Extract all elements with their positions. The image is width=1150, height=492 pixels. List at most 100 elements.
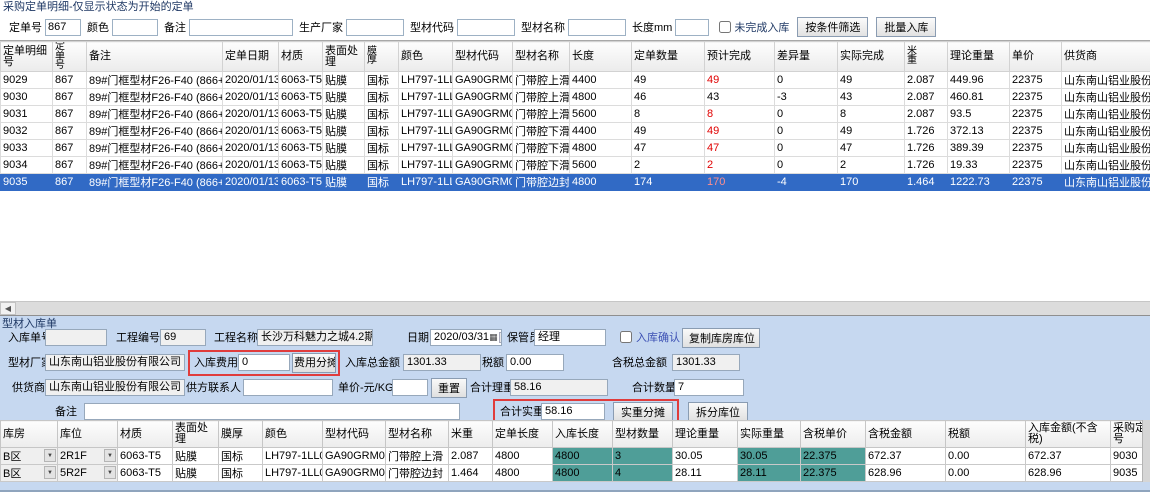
tax-total-field[interactable]: 1301.33 xyxy=(672,354,740,371)
cell: 山东南山铝业股份有限公司 xyxy=(1061,105,1150,123)
unfinished-inbound-checkbox[interactable] xyxy=(719,21,732,33)
date-value: 2020/03/31 xyxy=(434,331,490,343)
cell: 89#门框型材F26-F40 (866+867) xyxy=(86,122,223,140)
remark-field[interactable] xyxy=(84,403,460,420)
column-header[interactable]: 入库金额(不含税) xyxy=(1025,420,1111,448)
cell: GA90GRM03 xyxy=(452,88,513,106)
column-header[interactable]: 备注 xyxy=(86,41,223,72)
unit-price-field[interactable] xyxy=(392,379,428,396)
column-header[interactable]: 颜色 xyxy=(398,41,453,72)
column-header[interactable]: 税额 xyxy=(945,420,1026,448)
supplier-field[interactable]: 山东南山铝业股份有限公司 xyxy=(45,379,185,396)
column-header[interactable]: 定单明细号 xyxy=(0,41,53,72)
dropdown-arrow-icon[interactable]: ▼ xyxy=(44,466,56,479)
vertical-scrollbar[interactable] xyxy=(1142,420,1150,482)
total-amount-field[interactable]: 1301.33 xyxy=(403,354,481,371)
column-header[interactable]: 膜厚 xyxy=(218,420,263,448)
scroll-left-arrow-icon[interactable]: ◀ xyxy=(0,302,16,315)
column-header[interactable]: 材质 xyxy=(278,41,323,72)
column-header[interactable]: 单价 xyxy=(1009,41,1062,72)
column-header[interactable]: 库房 xyxy=(0,420,58,448)
inbound-no-field[interactable] xyxy=(45,329,107,346)
order-no-filter-input[interactable] xyxy=(45,18,81,36)
column-header[interactable]: 型材名称 xyxy=(385,420,449,448)
column-header[interactable]: 型材代码 xyxy=(322,420,386,448)
column-header[interactable]: 供货商 xyxy=(1061,41,1150,72)
column-header[interactable]: 型材名称 xyxy=(512,41,570,72)
keeper-field[interactable]: 经理 xyxy=(534,329,606,346)
horizontal-scrollbar[interactable]: ◀ xyxy=(0,301,1150,315)
column-header[interactable]: 理论重量 xyxy=(947,41,1010,72)
cell: 2.087 xyxy=(904,105,948,123)
cell: 460.81 xyxy=(947,88,1010,106)
project-name-field[interactable]: 长沙万科魅力之城4.2期 xyxy=(257,329,373,346)
cell: 89#门框型材F26-F40 (866+867) xyxy=(86,139,223,157)
dropdown-arrow-icon[interactable]: ▼ xyxy=(104,449,116,462)
column-header[interactable]: 颜色 xyxy=(262,420,323,448)
column-header[interactable]: 含税金额 xyxy=(865,420,946,448)
chevron-down-icon[interactable]: ▼ xyxy=(498,332,501,343)
cell: 672.37 xyxy=(1025,447,1111,465)
theory-total-field[interactable]: 58.16 xyxy=(510,379,608,396)
table-row[interactable]: B区 ▼ 5R2F ▼ 6063-T5 贴膜 国标 LH797-1LL0 GA90GRM05 门带… xyxy=(0,464,1150,482)
column-header[interactable]: 表面处理 xyxy=(322,41,365,72)
copy-warehouse-button[interactable]: 复制库房库位 xyxy=(682,328,760,348)
column-header[interactable]: 实际完成 xyxy=(837,41,905,72)
split-location-button[interactable]: 拆分库位 xyxy=(688,402,748,422)
fee-field[interactable]: 0 xyxy=(238,354,290,371)
profile-name-filter-input[interactable] xyxy=(568,18,626,36)
column-header[interactable]: 膜厚 xyxy=(364,41,399,72)
column-header[interactable]: 理论重量 xyxy=(672,420,738,448)
actual-total-field[interactable]: 58.16 xyxy=(541,403,605,420)
column-header[interactable]: 型材数量 xyxy=(612,420,673,448)
column-header[interactable]: 含税单价 xyxy=(800,420,866,448)
length-filter-input[interactable] xyxy=(675,18,710,36)
date-picker[interactable]: 2020/03/31 ▦ ▼ xyxy=(430,329,502,346)
fee-allocate-button[interactable]: 费用分摊 xyxy=(292,353,336,373)
remark-filter-input[interactable] xyxy=(189,18,293,36)
actual-weight-allocate-button[interactable]: 实重分摊 xyxy=(613,402,673,422)
column-header[interactable]: 材质 xyxy=(117,420,173,448)
column-header[interactable]: 定单数量 xyxy=(631,41,705,72)
contact-field[interactable] xyxy=(243,379,333,396)
cell: 19.33 xyxy=(947,156,1010,174)
column-header[interactable]: 入库长度 xyxy=(552,420,613,448)
column-header[interactable]: 定单长度 xyxy=(492,420,553,448)
dropdown-arrow-icon[interactable]: ▼ xyxy=(104,466,116,479)
cell: 3 xyxy=(612,447,673,465)
color-filter-input[interactable] xyxy=(112,18,158,36)
manufacturer-filter-input[interactable] xyxy=(346,18,404,36)
column-header[interactable]: 表面处理 xyxy=(172,420,219,448)
column-header[interactable]: 差异量 xyxy=(774,41,838,72)
column-header[interactable]: 实际重量 xyxy=(737,420,801,448)
factory-field[interactable]: 山东南山铝业股份有限公司 xyxy=(45,354,185,371)
column-header[interactable]: 米重 xyxy=(904,41,948,72)
filter-by-condition-button[interactable]: 按条件筛选 xyxy=(797,17,869,37)
batch-inbound-button[interactable]: 批量入库 xyxy=(876,17,937,37)
project-no-field[interactable]: 69 xyxy=(160,329,206,346)
column-header[interactable]: 长度 xyxy=(569,41,632,72)
column-header[interactable]: 型材代码 xyxy=(452,41,513,72)
column-header[interactable]: 预计完成 xyxy=(704,41,775,72)
dropdown-arrow-icon[interactable]: ▼ xyxy=(44,449,56,462)
column-header[interactable]: 定单日期 xyxy=(222,41,279,72)
profile-code-filter-input[interactable] xyxy=(457,18,515,36)
tax-field[interactable]: 0.00 xyxy=(506,354,564,371)
cell: 89#门框型材F26-F40 (866+867) xyxy=(86,173,223,191)
column-header[interactable]: 米重 xyxy=(448,420,493,448)
table-row[interactable]: B区 ▼ 2R1F ▼ 6063-T5 贴膜 国标 LH797-1LL0 GA90GRM03 门带… xyxy=(0,447,1150,465)
reset-button[interactable]: 重置 xyxy=(431,378,467,398)
qty-total-field[interactable]: 7 xyxy=(674,379,744,396)
column-header[interactable]: 库位 xyxy=(57,420,118,448)
inbound-confirm-checkbox[interactable] xyxy=(620,331,632,343)
cell: GA90GRM05 xyxy=(452,173,513,191)
cell: 6063-T5 xyxy=(278,71,323,89)
column-header[interactable]: 定单号 xyxy=(52,41,87,72)
